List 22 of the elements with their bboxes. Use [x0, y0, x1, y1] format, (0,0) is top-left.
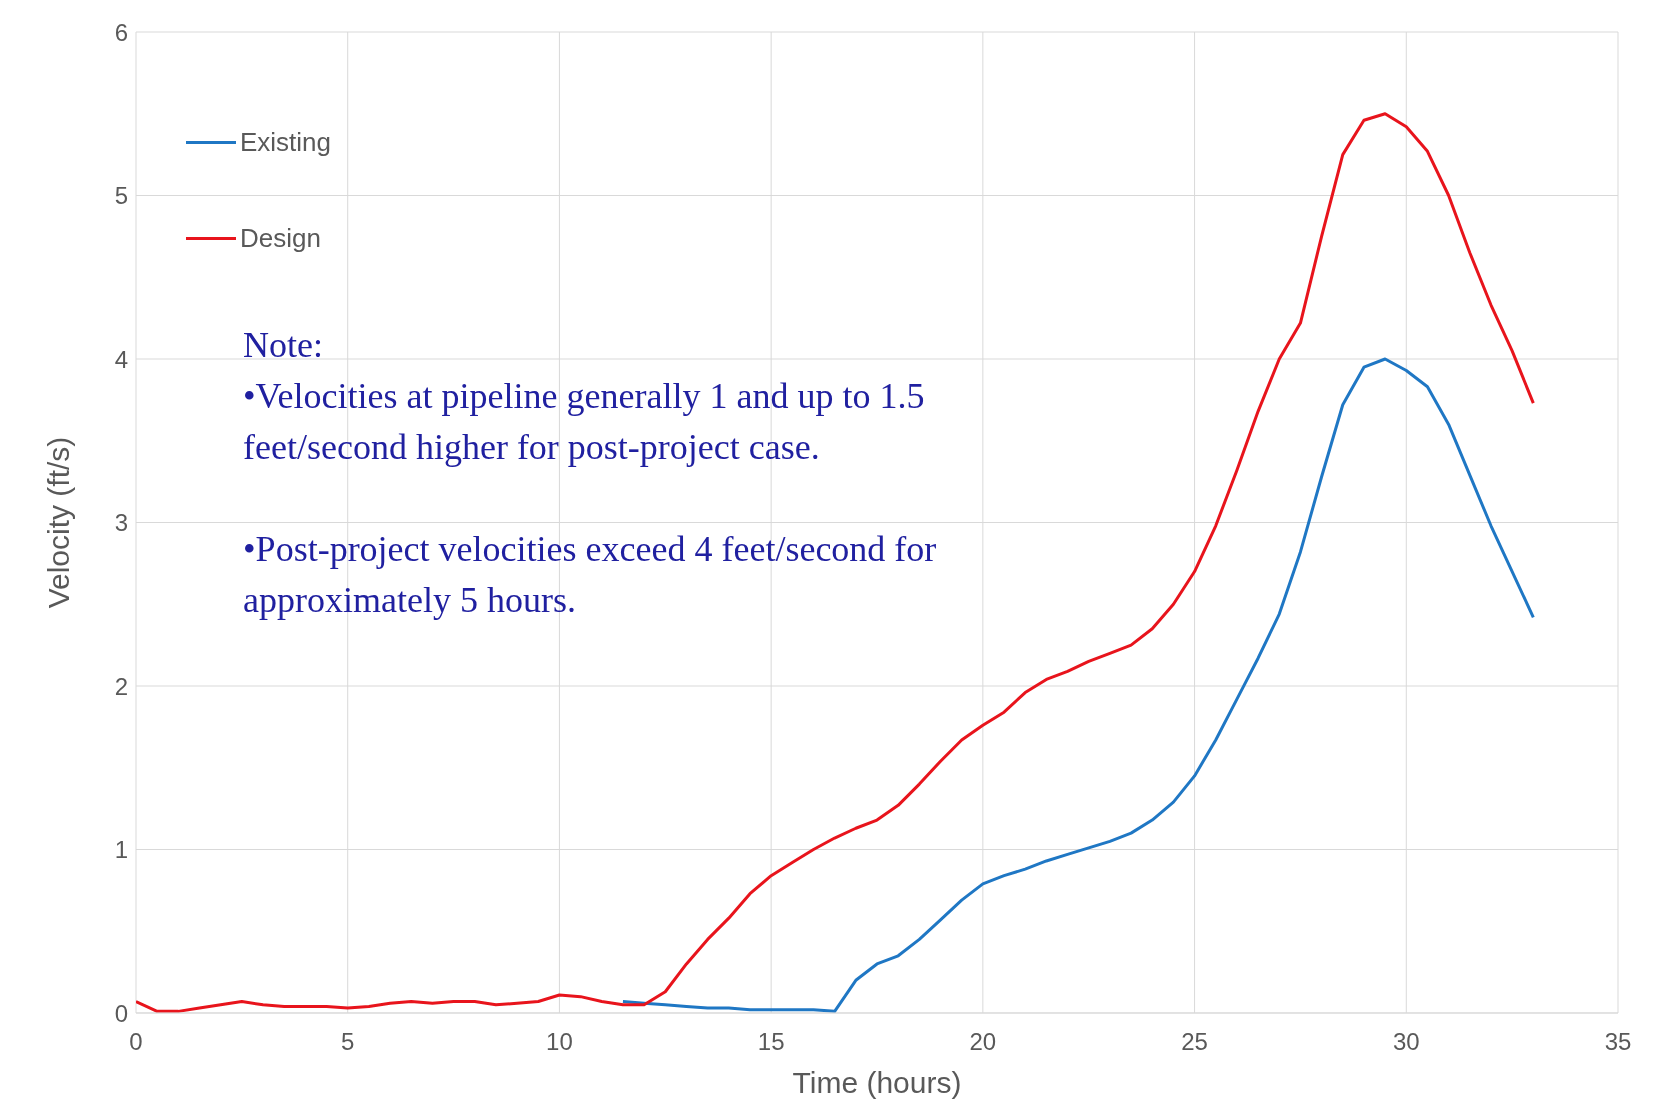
- legend-label: Design: [240, 222, 321, 254]
- x-tick-label: 15: [757, 1028, 785, 1056]
- y-tick-label: 6: [114, 18, 128, 46]
- x-tick-label: 10: [546, 1028, 573, 1056]
- line-series: [136, 112, 1535, 1013]
- x-tick-label: 5: [341, 1028, 355, 1056]
- y-tick-label: 1: [114, 836, 128, 864]
- x-tick-label: 20: [969, 1028, 997, 1056]
- y-axis-title: Velocity (ft/s): [41, 436, 75, 609]
- x-tick-label: 30: [1392, 1028, 1420, 1056]
- x-axis-title: Time (hours): [792, 1066, 962, 1099]
- y-tick-label: 2: [114, 672, 128, 700]
- annotation: •Velocities at pipeline generally 1 and up to 1.5 feet/second higher for post-project case.: [243, 375, 926, 469]
- y-tick-label: 0: [114, 999, 128, 1027]
- annotation: •Post-project velocities exceed 4 feet/second for approximately 5 hours.: [243, 528, 938, 622]
- annotation: Note:: [243, 324, 324, 367]
- x-tick-label: 35: [1604, 1028, 1632, 1056]
- legend-label: Existing: [240, 126, 332, 158]
- y-tick-label: 3: [114, 509, 128, 537]
- y-tick-label: 4: [114, 345, 128, 373]
- y-tick-label: 5: [114, 182, 128, 210]
- x-tick-label: 25: [1181, 1028, 1208, 1056]
